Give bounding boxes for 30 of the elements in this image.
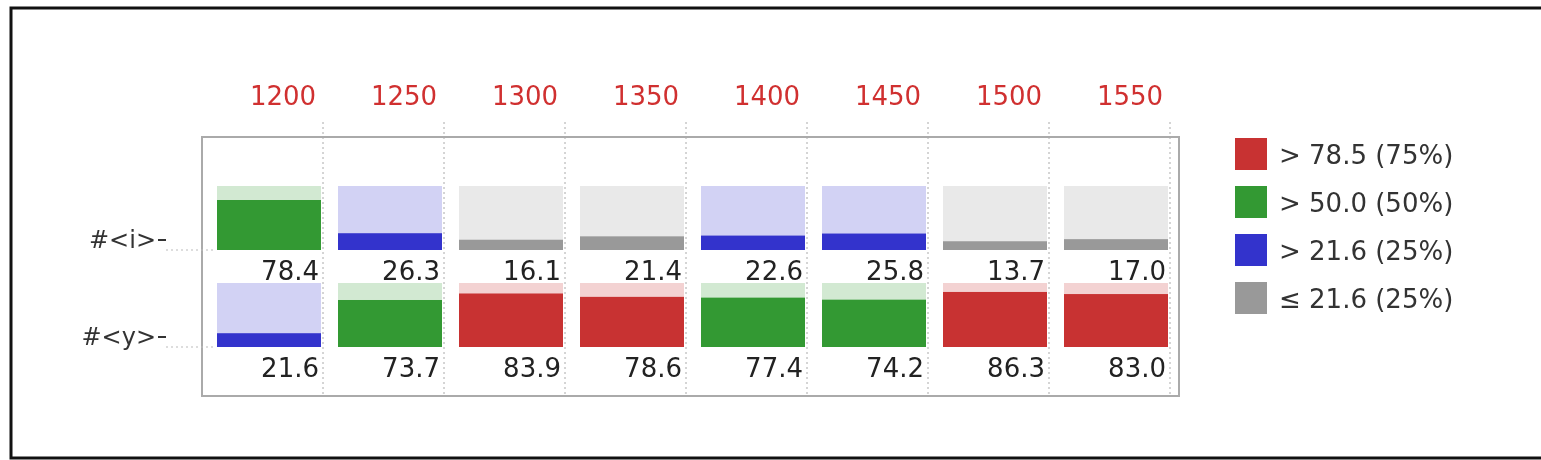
text: > 50.0 (50%) — [1279, 188, 1454, 218]
text: ≤ 21.6 (25%) — [1279, 284, 1454, 314]
data-label: 22.6 — [745, 256, 803, 286]
x-tick-label: 1300 — [491, 81, 559, 111]
x-tick-label: 1500 — [975, 81, 1043, 111]
x-tick-label: 1350 — [612, 81, 680, 111]
data-label: 78.4 — [261, 256, 319, 286]
data-label: 77.4 — [745, 353, 803, 383]
data-label: 21.6 — [261, 353, 319, 383]
x-tick-label: 1200 — [249, 81, 317, 111]
x-tick-label: 1450 — [854, 81, 922, 111]
data-label: 86.3 — [987, 353, 1045, 383]
data-label: 74.2 — [866, 353, 924, 383]
y-tick-label: #<i> — [89, 226, 156, 254]
x-tick-label: 1250 — [370, 81, 438, 111]
data-label: 17.0 — [1108, 256, 1166, 286]
data-label: 16.1 — [503, 256, 561, 286]
data-label: 13.7 — [987, 256, 1045, 286]
data-label: 83.9 — [503, 353, 561, 383]
data-label: 83.0 — [1108, 353, 1166, 383]
data-label: 78.6 — [624, 353, 682, 383]
data-label: 26.3 — [382, 256, 440, 286]
x-tick-label: 1400 — [733, 81, 801, 111]
text: > 21.6 (25%) — [1279, 236, 1454, 266]
data-label: 25.8 — [866, 256, 924, 286]
y-tick-label: #<y> — [81, 323, 156, 351]
data-label: 21.4 — [624, 256, 682, 286]
data-label: 73.7 — [382, 353, 440, 383]
x-tick-label: 1550 — [1096, 81, 1164, 111]
text: > 78.5 (75%) — [1279, 140, 1454, 170]
